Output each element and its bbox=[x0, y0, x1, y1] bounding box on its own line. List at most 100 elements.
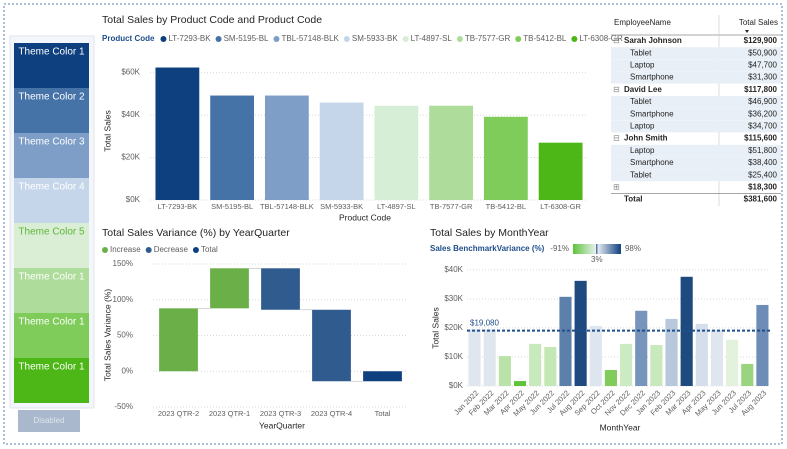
row-bg bbox=[611, 59, 781, 72]
x-tick-label: LT-6308-GR bbox=[540, 202, 581, 211]
bar bbox=[741, 363, 754, 386]
legend-mid: 3% bbox=[591, 255, 603, 264]
bar bbox=[650, 345, 663, 386]
x-axis-title: MonthYear bbox=[600, 422, 641, 432]
legend-label: LT-6308-GR bbox=[579, 34, 623, 43]
row-bg bbox=[611, 169, 781, 182]
x-axis-title: YearQuarter bbox=[259, 420, 305, 430]
theme-button[interactable] bbox=[14, 223, 89, 268]
item-name: Tablet bbox=[630, 48, 652, 57]
theme-button[interactable] bbox=[14, 88, 89, 133]
theme-button[interactable] bbox=[14, 133, 89, 178]
expand-icon: ⊞ bbox=[613, 183, 620, 192]
bar bbox=[756, 304, 769, 386]
theme-button-label[interactable]: Theme Color 1 bbox=[18, 272, 85, 283]
bar bbox=[635, 310, 648, 386]
theme-button[interactable] bbox=[14, 268, 89, 313]
bar bbox=[538, 142, 583, 200]
item-name: Smartphone bbox=[630, 73, 674, 82]
bar bbox=[483, 116, 528, 200]
row-bg bbox=[611, 120, 781, 133]
item-name: Tablet bbox=[630, 170, 652, 179]
legend-title: Sales BenchmarkVariance (%) bbox=[430, 244, 545, 253]
legend-label: Increase bbox=[110, 245, 141, 254]
legend-min: -91% bbox=[550, 244, 569, 253]
legend-dot bbox=[343, 36, 350, 42]
bar bbox=[665, 318, 678, 386]
theme-button[interactable] bbox=[14, 178, 89, 223]
item-value: $51,800 bbox=[748, 146, 777, 155]
legend-label: SM-5933-BK bbox=[352, 34, 398, 43]
group-total: $117,800 bbox=[744, 85, 777, 94]
y-tick-label: 50% bbox=[117, 331, 133, 340]
bar bbox=[429, 105, 474, 200]
bar bbox=[695, 323, 708, 386]
y-tick-label: 150% bbox=[113, 259, 133, 268]
bar bbox=[155, 67, 200, 201]
item-name: Smartphone bbox=[630, 109, 674, 118]
theme-button-label[interactable]: Theme Color 2 bbox=[18, 92, 85, 103]
x-tick-label: TB-7577-GR bbox=[430, 202, 473, 211]
legend-dot bbox=[192, 247, 199, 253]
y-tick-label: 100% bbox=[113, 295, 133, 304]
waterfall-bar bbox=[363, 371, 402, 382]
chart-title: Total Sales Variance (%) by YearQuarter bbox=[102, 227, 290, 239]
theme-button-label[interactable]: Theme Color 1 bbox=[18, 317, 85, 328]
legend-dot bbox=[402, 36, 409, 42]
x-tick-label: SM-5195-BL bbox=[211, 202, 253, 211]
bar bbox=[710, 329, 724, 386]
group-total: $115,600 bbox=[744, 134, 777, 143]
item-value: $31,300 bbox=[748, 73, 777, 82]
x-tick-label: LT-4897-SL bbox=[377, 202, 416, 211]
group-total: $129,900 bbox=[744, 36, 778, 45]
group-name: John Smith bbox=[624, 134, 668, 143]
y-tick-label: $0K bbox=[449, 381, 464, 390]
group-name: Sarah Johnson bbox=[624, 36, 682, 45]
theme-button[interactable] bbox=[14, 313, 89, 358]
group-name: David Lee bbox=[624, 85, 662, 94]
bar bbox=[374, 105, 419, 200]
bar bbox=[264, 95, 309, 200]
column-header: EmployeeName bbox=[614, 18, 671, 27]
bar bbox=[468, 329, 481, 386]
group-total: $18,300 bbox=[748, 183, 777, 192]
x-tick-label: TB-5412-BL bbox=[486, 202, 526, 211]
theme-button-label[interactable]: Theme Color 4 bbox=[18, 182, 85, 193]
x-tick-label: 2023 QTR-4 bbox=[311, 409, 352, 418]
item-value: $47,700 bbox=[748, 61, 777, 70]
legend-label: Total bbox=[201, 245, 218, 254]
theme-button-label[interactable]: Theme Color 1 bbox=[18, 47, 85, 58]
x-tick-label: 2023 QTR-3 bbox=[260, 409, 301, 418]
theme-button[interactable] bbox=[14, 358, 89, 403]
bar bbox=[513, 381, 527, 386]
legend-label: SM-5195-BL bbox=[224, 34, 269, 43]
theme-button[interactable] bbox=[14, 43, 89, 88]
legend-dot bbox=[273, 36, 280, 42]
bar bbox=[680, 276, 693, 386]
legend-dot bbox=[160, 36, 167, 42]
row-bg bbox=[611, 108, 781, 121]
y-tick-label: $20K bbox=[444, 323, 463, 332]
theme-button-label[interactable]: Theme Color 3 bbox=[18, 137, 85, 148]
y-tick-label: $40K bbox=[444, 265, 463, 274]
x-tick-label: LT-7293-BK bbox=[158, 202, 197, 211]
y-tick-label: -50% bbox=[114, 402, 133, 411]
chart-title: Total Sales by MonthYear bbox=[430, 227, 549, 239]
y-tick-label: 0% bbox=[121, 366, 133, 375]
total-value: $381,600 bbox=[744, 195, 778, 204]
bar bbox=[604, 370, 617, 386]
bar bbox=[483, 329, 496, 386]
total-label: Total bbox=[624, 195, 643, 204]
theme-button-label[interactable]: Theme Color 5 bbox=[18, 227, 85, 238]
y-axis-title: Total Sales Variance (%) bbox=[102, 289, 112, 382]
legend-label: TBL-57148-BLK bbox=[281, 34, 339, 43]
waterfall-bar bbox=[312, 309, 351, 382]
bar bbox=[529, 343, 542, 386]
x-tick-label: SM-5933-BK bbox=[320, 202, 363, 211]
theme-button-label[interactable]: Theme Color 1 bbox=[18, 362, 85, 373]
reference-label: $19,080 bbox=[470, 319, 499, 328]
x-tick-label: TBL-57148-BLK bbox=[260, 202, 314, 211]
legend-dot bbox=[145, 247, 152, 253]
item-name: Tablet bbox=[630, 97, 652, 106]
